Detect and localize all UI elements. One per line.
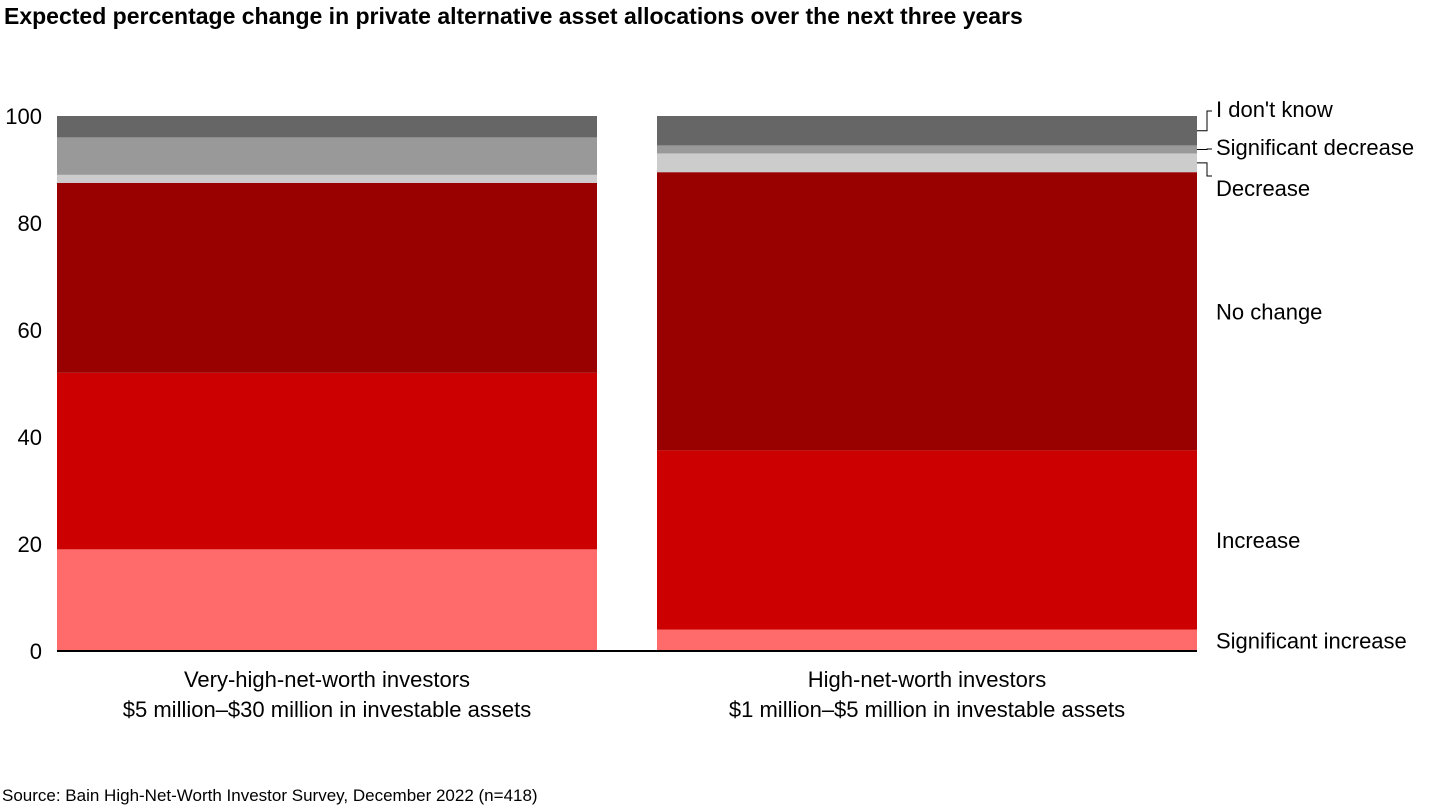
legend-label-significant-decrease: Significant decrease bbox=[1216, 135, 1414, 160]
legend-label-decrease: Decrease bbox=[1216, 176, 1310, 201]
bar-segment-significant-decrease-1 bbox=[57, 137, 597, 175]
legend-label-no-change: No change bbox=[1216, 299, 1322, 324]
bar-segment-no-change-1 bbox=[57, 182, 597, 373]
y-tick-label: 20 bbox=[18, 532, 42, 557]
chart-title: Expected percentage change in private al… bbox=[4, 3, 1023, 29]
y-tick-label: 100 bbox=[5, 104, 42, 129]
y-tick-label: 40 bbox=[18, 425, 42, 450]
legend-leader-line bbox=[1197, 162, 1212, 177]
category-label-line2: $1 million–$5 million in investable asse… bbox=[729, 697, 1125, 722]
bar-segment-decrease-1 bbox=[57, 174, 597, 183]
bar-segment-significant-decrease-2 bbox=[657, 145, 1197, 154]
source-note: Source: Bain High-Net-Worth Investor Sur… bbox=[2, 786, 538, 805]
legend-label-significant-increase: Significant increase bbox=[1216, 628, 1407, 653]
legend-label-increase: Increase bbox=[1216, 528, 1300, 553]
bar-segment-significant-increase-1 bbox=[57, 549, 597, 651]
category-label-line2: $5 million–$30 million in investable ass… bbox=[123, 697, 531, 722]
y-tick-label: 60 bbox=[18, 318, 42, 343]
legend-label-i-don-t-know: I don't know bbox=[1216, 97, 1333, 122]
bar-segment-increase-2 bbox=[657, 450, 1197, 630]
bar-segment-i-don-t-know-1 bbox=[57, 116, 597, 138]
bar-segment-i-don-t-know-2 bbox=[657, 116, 1197, 146]
y-tick-label: 0 bbox=[30, 639, 42, 664]
y-tick-label: 80 bbox=[18, 211, 42, 236]
category-label-line1: Very-high-net-worth investors bbox=[184, 667, 470, 692]
bar-segment-decrease-2 bbox=[657, 153, 1197, 173]
bar-segment-significant-increase-2 bbox=[657, 629, 1197, 651]
category-label-line1: High-net-worth investors bbox=[808, 667, 1046, 692]
legend-leader-line bbox=[1197, 110, 1212, 132]
bar-segment-no-change-2 bbox=[657, 172, 1197, 451]
bar-segment-increase-1 bbox=[57, 372, 597, 550]
